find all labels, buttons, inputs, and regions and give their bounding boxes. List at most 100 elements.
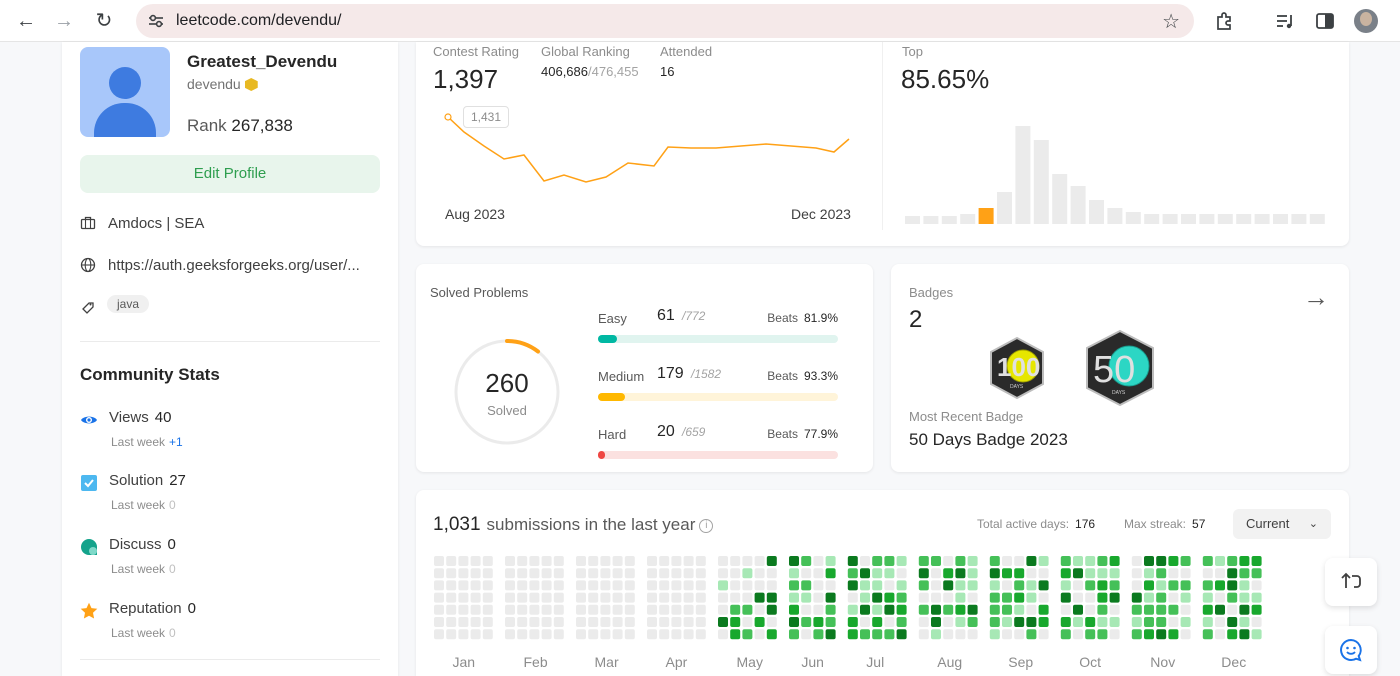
heatmap-day-cell[interactable] xyxy=(896,604,907,615)
heatmap-day-cell[interactable] xyxy=(943,580,954,591)
heatmap-day-cell[interactable] xyxy=(470,604,481,615)
heatmap-day-cell[interactable] xyxy=(943,568,954,579)
heatmap-day-cell[interactable] xyxy=(1215,556,1225,566)
heatmap-day-cell[interactable] xyxy=(943,556,954,566)
heatmap-day-cell[interactable] xyxy=(1038,568,1049,579)
heatmap-day-cell[interactable] xyxy=(1038,617,1049,627)
heatmap-day-cell[interactable] xyxy=(576,617,586,627)
heatmap-day-cell[interactable] xyxy=(1085,556,1096,566)
heatmap-day-cell[interactable] xyxy=(482,617,493,627)
heatmap-day-cell[interactable] xyxy=(1060,580,1071,591)
heatmap-day-cell[interactable] xyxy=(730,617,741,627)
heatmap-day-cell[interactable] xyxy=(1002,568,1012,579)
side-panel-icon[interactable] xyxy=(1314,10,1336,32)
heatmap-day-cell[interactable] xyxy=(1097,556,1108,566)
heatmap-day-cell[interactable] xyxy=(801,592,812,603)
heatmap-day-cell[interactable] xyxy=(1038,592,1049,603)
heatmap-day-cell[interactable] xyxy=(529,604,540,615)
heatmap-day-cell[interactable] xyxy=(1038,629,1049,640)
heatmap-day-cell[interactable] xyxy=(695,604,706,615)
heatmap-day-cell[interactable] xyxy=(541,617,552,627)
heatmap-day-cell[interactable] xyxy=(1073,604,1083,615)
heatmap-day-cell[interactable] xyxy=(718,580,728,591)
heatmap-day-cell[interactable] xyxy=(1109,617,1120,627)
solved-progress-ring[interactable] xyxy=(452,337,562,447)
edit-profile-button[interactable]: Edit Profile xyxy=(80,155,380,193)
heatmap-day-cell[interactable] xyxy=(813,592,824,603)
heatmap-day-cell[interactable] xyxy=(1202,629,1213,640)
heatmap-day-cell[interactable] xyxy=(600,617,611,627)
heatmap-day-cell[interactable] xyxy=(789,592,799,603)
heatmap-day-cell[interactable] xyxy=(553,568,564,579)
heatmap-day-cell[interactable] xyxy=(967,629,978,640)
website-row[interactable]: https://auth.geeksforgeeks.org/user/... xyxy=(80,257,360,274)
heatmap-day-cell[interactable] xyxy=(1014,629,1025,640)
heatmap-day-cell[interactable] xyxy=(1073,617,1083,627)
heatmap-day-cell[interactable] xyxy=(458,604,469,615)
heatmap-day-cell[interactable] xyxy=(730,629,741,640)
heatmap-day-cell[interactable] xyxy=(718,617,728,627)
heatmap-day-cell[interactable] xyxy=(553,617,564,627)
heatmap-day-cell[interactable] xyxy=(659,617,670,627)
heatmap-day-cell[interactable] xyxy=(695,592,706,603)
heatmap-day-cell[interactable] xyxy=(1144,617,1154,627)
heatmap-day-cell[interactable] xyxy=(967,617,978,627)
heatmap-day-cell[interactable] xyxy=(1002,592,1012,603)
heatmap-day-cell[interactable] xyxy=(1180,604,1191,615)
heatmap-day-cell[interactable] xyxy=(1109,629,1120,640)
heatmap-day-cell[interactable] xyxy=(1014,556,1025,566)
heatmap-day-cell[interactable] xyxy=(1073,556,1083,566)
heatmap-day-cell[interactable] xyxy=(1215,617,1225,627)
heatmap-day-cell[interactable] xyxy=(918,556,929,566)
heatmap-day-cell[interactable] xyxy=(1202,568,1213,579)
heatmap-day-cell[interactable] xyxy=(624,629,635,640)
heatmap-day-cell[interactable] xyxy=(600,629,611,640)
heatmap-day-cell[interactable] xyxy=(1227,580,1238,591)
heatmap-day-cell[interactable] xyxy=(446,580,457,591)
heatmap-day-cell[interactable] xyxy=(446,629,457,640)
heatmap-day-cell[interactable] xyxy=(1131,604,1142,615)
heatmap-day-cell[interactable] xyxy=(446,617,457,627)
heatmap-day-cell[interactable] xyxy=(1002,556,1012,566)
heatmap-day-cell[interactable] xyxy=(931,568,941,579)
heatmap-day-cell[interactable] xyxy=(683,604,694,615)
heatmap-day-cell[interactable] xyxy=(1202,580,1213,591)
heatmap-day-cell[interactable] xyxy=(742,556,753,566)
heatmap-day-cell[interactable] xyxy=(695,580,706,591)
heatmap-day-cell[interactable] xyxy=(1168,617,1179,627)
heatmap-day-cell[interactable] xyxy=(659,604,670,615)
heatmap-day-cell[interactable] xyxy=(588,556,599,566)
heatmap-day-cell[interactable] xyxy=(505,568,515,579)
heatmap-day-cell[interactable] xyxy=(1144,568,1154,579)
heatmap-day-cell[interactable] xyxy=(1002,617,1012,627)
heatmap-day-cell[interactable] xyxy=(1131,592,1142,603)
heatmap-day-cell[interactable] xyxy=(482,604,493,615)
heatmap-day-cell[interactable] xyxy=(801,568,812,579)
heatmap-day-cell[interactable] xyxy=(600,580,611,591)
heatmap-day-cell[interactable] xyxy=(872,617,883,627)
heatmap-day-cell[interactable] xyxy=(505,580,515,591)
heatmap-day-cell[interactable] xyxy=(647,580,657,591)
heatmap-day-cell[interactable] xyxy=(659,592,670,603)
skill-tag[interactable]: java xyxy=(107,295,150,313)
heatmap-day-cell[interactable] xyxy=(434,580,444,591)
heatmap-day-cell[interactable] xyxy=(742,604,753,615)
year-select-dropdown[interactable]: Current ⌄ xyxy=(1233,509,1331,539)
heatmap-day-cell[interactable] xyxy=(576,556,586,566)
heatmap-day-cell[interactable] xyxy=(553,592,564,603)
heatmap-day-cell[interactable] xyxy=(612,580,623,591)
heatmap-day-cell[interactable] xyxy=(1156,580,1167,591)
heatmap-day-cell[interactable] xyxy=(458,556,469,566)
heatmap-day-cell[interactable] xyxy=(553,629,564,640)
heatmap-day-cell[interactable] xyxy=(1227,629,1238,640)
heatmap-day-cell[interactable] xyxy=(754,617,765,627)
heatmap-day-cell[interactable] xyxy=(884,592,895,603)
browser-profile-avatar[interactable] xyxy=(1354,9,1378,33)
heatmap-day-cell[interactable] xyxy=(517,604,528,615)
heatmap-day-cell[interactable] xyxy=(955,556,966,566)
heatmap-day-cell[interactable] xyxy=(943,604,954,615)
heatmap-day-cell[interactable] xyxy=(918,629,929,640)
heatmap-day-cell[interactable] xyxy=(754,629,765,640)
heatmap-day-cell[interactable] xyxy=(955,617,966,627)
heatmap-day-cell[interactable] xyxy=(1239,629,1250,640)
